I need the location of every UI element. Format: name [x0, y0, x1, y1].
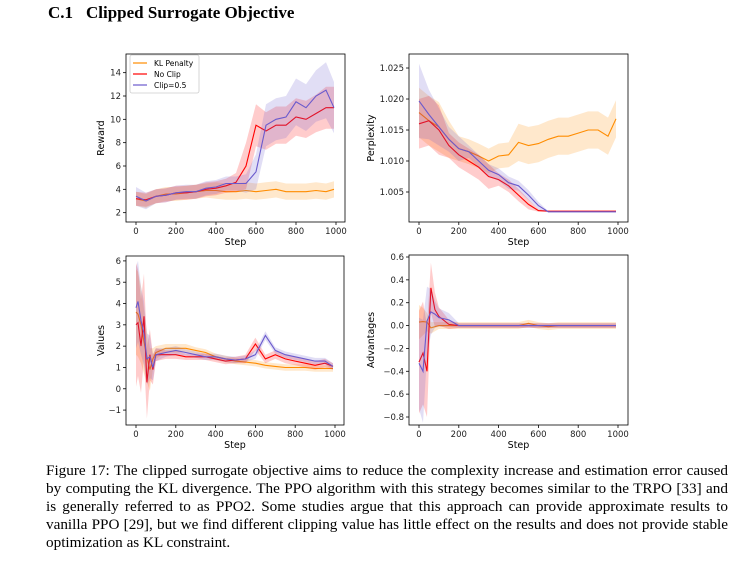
- band-clip-0-5: [419, 63, 616, 213]
- x-tick-label: 200: [451, 227, 467, 237]
- band-kl-penalty: [136, 269, 333, 391]
- x-tick-label: 400: [207, 430, 223, 440]
- x-tick-label: 200: [168, 227, 184, 237]
- x-tick-label: 600: [248, 227, 264, 237]
- x-tick-label: 400: [208, 227, 224, 237]
- y-tick-label: −0.6: [383, 390, 404, 400]
- y-axis-label: Values: [96, 325, 107, 356]
- band-no-clip: [136, 263, 333, 419]
- x-tick-label: 600: [530, 227, 546, 237]
- axes-frame: [125, 53, 346, 223]
- x-axis-label: Step: [224, 440, 246, 451]
- y-tick-label: 1.015: [380, 126, 404, 136]
- chart-reward: 0 200 400 600 800 1000 2 4 6 8 10 12 14 Step Reward KL …: [96, 53, 347, 248]
- y-tick-label: 0: [116, 385, 121, 395]
- y-tick-label: 12: [110, 92, 121, 102]
- band-clip-0-5: [419, 286, 616, 423]
- x-tick-label: 0: [133, 227, 138, 237]
- y-tick-label: 1.020: [380, 95, 404, 105]
- plot-area: [418, 63, 617, 213]
- y-tick-label: 0.4: [390, 276, 404, 286]
- y-tick-label: 0.2: [390, 299, 404, 309]
- x-tick-label: 400: [490, 430, 506, 440]
- x-axis-label: Step: [508, 440, 530, 451]
- line-clip-0-5: [135, 89, 335, 202]
- plot-area: [135, 260, 334, 419]
- x-tick-label: 1000: [324, 430, 346, 440]
- x-tick-label: 800: [287, 430, 303, 440]
- y-tick-label: −1: [108, 406, 121, 416]
- line-no-clip: [418, 120, 616, 212]
- chart-values: 0 200 400 600 800 1000 −1 0 1 2 3 4 5 6 Step Values: [96, 255, 346, 451]
- y-axis-label: Perplexity: [366, 114, 377, 161]
- y-tick-label: 1.010: [380, 157, 404, 167]
- y-tick-label: 4: [116, 300, 121, 310]
- y-tick-label: 8: [116, 139, 121, 149]
- y-tick-label: −0.4: [383, 367, 404, 377]
- chart-perplexity: 0 200 400 600 800 1000 1.005 1.010 1.015 1.020 1.0…: [366, 53, 629, 248]
- y-tick-label: 0.0: [390, 322, 404, 332]
- figure-caption: Figure 17: The clipped surrogate objecti…: [46, 462, 728, 551]
- x-tick-label: 400: [490, 227, 506, 237]
- y-tick-label: 1: [116, 363, 121, 373]
- x-axis-label: Step: [508, 237, 530, 248]
- section-title: Clipped Surrogate Objective: [86, 3, 295, 22]
- y-tick-label: 1.025: [380, 64, 404, 74]
- x-tick-label: 200: [168, 430, 184, 440]
- y-axis-label: Advantages: [366, 312, 377, 368]
- section-number: C.1: [48, 3, 74, 22]
- y-tick-label: 4: [116, 185, 121, 195]
- line-clip-0-5: [418, 311, 616, 374]
- plot-area: [135, 62, 335, 210]
- x-tick-label: 200: [451, 430, 467, 440]
- line-no-clip: [135, 316, 334, 383]
- line-clip-0-5: [418, 100, 616, 213]
- band-kl-penalty: [419, 305, 616, 340]
- x-tick-label: 600: [247, 430, 263, 440]
- y-tick-label: 3: [116, 321, 121, 331]
- figure-17-charts: 0 200 400 600 800 10002468101214StepRewardKL …: [96, 53, 629, 451]
- y-tick-label: 10: [110, 115, 121, 125]
- x-tick-label: 800: [570, 430, 586, 440]
- y-tick-label: 5: [116, 278, 121, 288]
- legend-label: KL Penalty: [154, 59, 194, 68]
- y-tick-label: 2: [116, 209, 121, 219]
- y-tick-label: −0.2: [383, 344, 404, 354]
- x-tick-label: 0: [416, 227, 421, 237]
- legend-label: No Clip: [154, 70, 181, 79]
- x-axis-label: Step: [225, 237, 247, 248]
- axes-frame: [408, 53, 629, 223]
- band-kl-penalty: [136, 181, 334, 208]
- x-tick-label: 1000: [607, 227, 629, 237]
- y-tick-label: 2: [116, 342, 121, 352]
- band-no-clip: [136, 86, 334, 207]
- legend: KL Penalty No Clip Clip=0.5: [129, 54, 200, 94]
- legend-label: Clip=0.5: [154, 81, 187, 90]
- y-tick-label: 0.6: [390, 253, 404, 263]
- y-tick-label: 6: [116, 162, 121, 172]
- y-tick-label: 1.005: [380, 188, 404, 198]
- line-no-clip: [418, 287, 616, 372]
- x-tick-label: 1000: [607, 430, 629, 440]
- y-tick-label: 6: [116, 257, 121, 267]
- x-tick-label: 800: [570, 227, 586, 237]
- section-heading: C.1 Clipped Surrogate Objective: [48, 3, 294, 23]
- legend-frame: [129, 54, 200, 94]
- x-tick-label: 1000: [325, 227, 347, 237]
- x-tick-label: 800: [288, 227, 304, 237]
- y-tick-label: −0.8: [383, 413, 404, 423]
- axes-frame: [125, 255, 345, 426]
- x-tick-label: 0: [416, 430, 421, 440]
- y-axis-label: Reward: [96, 120, 107, 155]
- band-no-clip: [419, 262, 616, 417]
- chart-advantages: 0 200 400 600 800 1000 −0.8 −0.6 −0.4 −0.2 0.0 0.2 0…: [366, 253, 629, 451]
- x-tick-label: 600: [530, 430, 546, 440]
- band-clip-0-5: [136, 62, 334, 210]
- axes-frame: [408, 254, 629, 426]
- y-tick-label: 14: [110, 69, 121, 79]
- x-tick-label: 0: [133, 430, 138, 440]
- line-clip-0-5: [135, 301, 334, 368]
- plot-area: [418, 262, 616, 423]
